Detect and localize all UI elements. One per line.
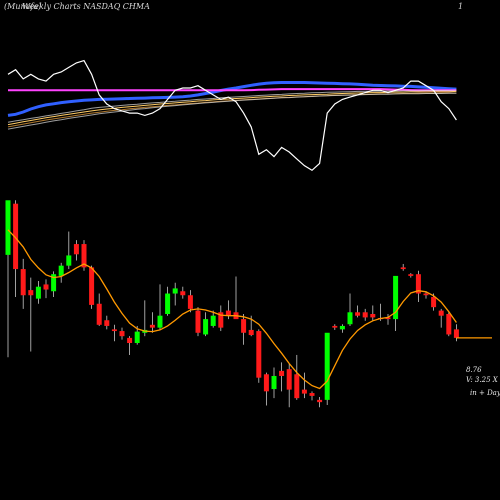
candle-body-down	[28, 290, 34, 296]
watermark-label: (Munafa)	[4, 2, 42, 11]
candle-body-down	[180, 291, 186, 296]
candle-body-down	[263, 374, 269, 392]
candle-body-down	[453, 329, 459, 338]
candle-body-down	[415, 274, 421, 294]
candle-body-up	[165, 293, 171, 314]
candle-body-down	[301, 389, 307, 394]
candle-body-down	[111, 329, 117, 332]
candle-body-down	[286, 369, 292, 390]
ma-line-blue	[7, 81, 457, 117]
candle-body-up	[203, 319, 209, 335]
candle-body-up	[35, 286, 41, 299]
candle-body-down	[294, 374, 300, 399]
candle-body-down	[73, 244, 79, 255]
candle-body-down	[13, 203, 19, 270]
candle-body-down	[248, 329, 254, 336]
candle-body-down	[385, 317, 391, 320]
candle-body-down	[355, 312, 361, 316]
candle-body-down	[43, 284, 49, 290]
candle-body-down	[423, 293, 429, 296]
candle-body-down	[256, 331, 262, 378]
ma-line-gold-1	[7, 90, 457, 126]
candle-body-up	[347, 312, 353, 325]
candle-body-down	[104, 320, 110, 326]
candle-body-up	[339, 325, 345, 330]
price-ma-line	[7, 229, 457, 390]
candle-body-down	[431, 296, 437, 308]
candle-body-down	[241, 319, 247, 333]
candle-body-down	[332, 325, 338, 328]
candle-body-down	[119, 331, 125, 337]
candle-body-up	[51, 274, 57, 292]
candle-body-down	[408, 274, 414, 276]
ma-line-grey-2	[7, 92, 457, 130]
ma-line-magenta	[8, 88, 457, 92]
candle-body-down	[446, 314, 452, 335]
volume-readout: V: 3.25 X	[466, 376, 498, 384]
candle-body-up	[172, 288, 178, 294]
candle-body-down	[279, 370, 285, 376]
oscillator-line	[7, 59, 457, 172]
candle-body-up	[5, 200, 11, 255]
candle-body-up	[157, 315, 163, 328]
period-readout: in + Days	[470, 389, 500, 397]
candle-body-up	[324, 332, 330, 400]
candle-body-up	[393, 275, 399, 320]
chart-title: Weekly Charts NASDAQ CHMA	[22, 2, 150, 11]
candle-body-down	[149, 324, 155, 328]
candle-body-up	[271, 375, 277, 390]
ma-line-gold-2	[7, 92, 457, 128]
candle-body-down	[225, 310, 231, 316]
candle-body-down	[89, 267, 95, 305]
candle-body-up	[134, 331, 140, 343]
candle-body-down	[187, 295, 193, 309]
candle-body-down	[96, 303, 102, 325]
candle-body-down	[81, 244, 87, 268]
candle-body-down	[362, 312, 368, 318]
price-readout: 8.76	[466, 366, 482, 374]
candle-body-down	[20, 269, 26, 296]
candle-body-up	[210, 315, 216, 326]
candle-body-up	[66, 255, 72, 266]
pane-marker: 1	[458, 2, 464, 11]
candle-body-down	[400, 267, 406, 270]
candle-body-down	[317, 399, 323, 403]
candle-body-down	[309, 393, 315, 396]
candle-body-down	[438, 310, 444, 316]
candle-body-down	[218, 312, 224, 328]
candle-body-down	[127, 337, 133, 343]
candle-body-down	[195, 310, 201, 333]
candle-body-down	[370, 314, 376, 318]
candle-body-up	[58, 265, 64, 276]
